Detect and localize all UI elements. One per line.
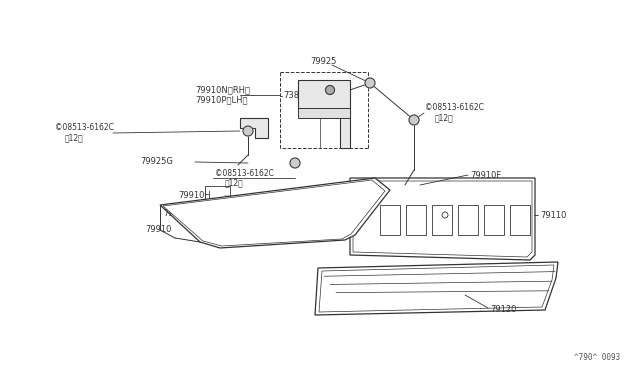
Polygon shape: [298, 80, 350, 148]
Polygon shape: [163, 180, 385, 246]
Text: 79110: 79110: [540, 211, 566, 219]
Circle shape: [243, 126, 253, 136]
Bar: [406, 205, 426, 235]
Text: ©08513-6162C: ©08513-6162C: [425, 103, 484, 112]
Text: 79910: 79910: [145, 225, 172, 234]
Circle shape: [326, 86, 335, 94]
Bar: [380, 205, 400, 235]
Text: 79925G: 79925G: [140, 157, 173, 167]
Circle shape: [409, 115, 419, 125]
Text: 79910P〈LH〉: 79910P〈LH〉: [195, 96, 248, 105]
Bar: [432, 205, 452, 235]
Text: 〈12〉: 〈12〉: [435, 113, 454, 122]
Text: 79910H: 79910H: [178, 192, 211, 201]
Polygon shape: [315, 262, 558, 315]
Text: 79910F: 79910F: [163, 208, 195, 218]
Text: ^790^ 0093: ^790^ 0093: [573, 353, 620, 362]
Polygon shape: [350, 178, 535, 260]
Text: ©08513-6162C: ©08513-6162C: [55, 124, 114, 132]
Text: 73812J: 73812J: [283, 92, 312, 100]
Bar: [484, 205, 504, 235]
Text: 79120: 79120: [490, 305, 516, 314]
Text: 79910F: 79910F: [470, 170, 501, 180]
Text: 79910N〈RH〉: 79910N〈RH〉: [195, 86, 250, 94]
Text: 〈12〉: 〈12〉: [225, 179, 244, 187]
Circle shape: [290, 158, 300, 168]
Circle shape: [365, 78, 375, 88]
Text: 〈12〉: 〈12〉: [65, 134, 84, 142]
Bar: [510, 205, 530, 235]
Polygon shape: [240, 118, 268, 138]
Text: 79925: 79925: [310, 58, 337, 67]
Polygon shape: [298, 108, 350, 118]
Polygon shape: [353, 181, 532, 257]
Polygon shape: [319, 265, 554, 312]
Bar: [458, 205, 478, 235]
Polygon shape: [160, 178, 390, 248]
Text: ©08513-6162C: ©08513-6162C: [215, 169, 274, 177]
